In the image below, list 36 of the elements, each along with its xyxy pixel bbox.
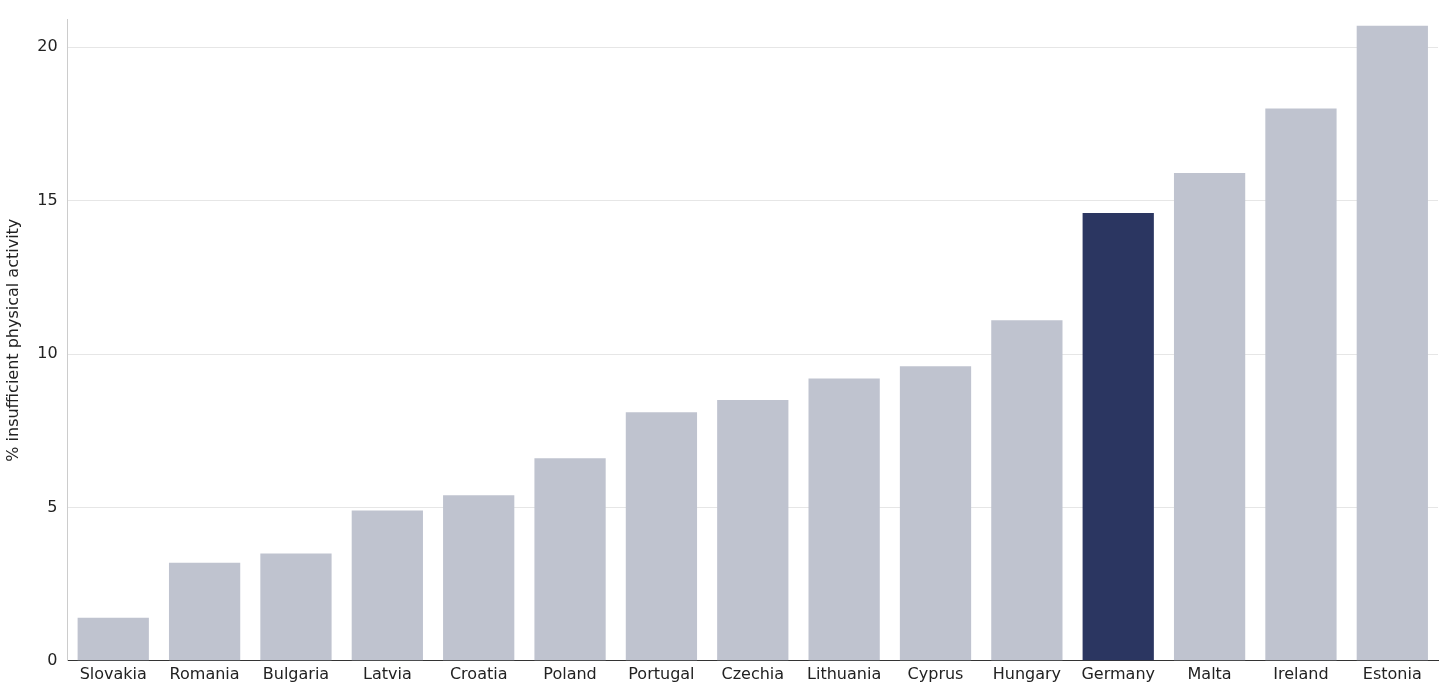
y-tick-label: 15 <box>37 189 58 209</box>
x-tick-label: Estonia <box>1362 663 1422 683</box>
bar <box>260 553 332 661</box>
bar <box>1265 108 1337 661</box>
x-tick-label: Germany <box>1081 663 1155 683</box>
x-tick-label: Slovakia <box>79 663 147 683</box>
bar <box>1173 173 1246 661</box>
bar <box>77 617 149 661</box>
bar <box>808 378 880 661</box>
x-tick-label: Poland <box>543 663 597 683</box>
bar <box>625 412 698 661</box>
bar <box>991 320 1063 661</box>
y-tick-label: 20 <box>37 36 58 56</box>
x-tick-label: Romania <box>169 663 240 683</box>
x-tick-label: Czechia <box>721 663 785 683</box>
x-tick-label: Croatia <box>449 663 508 683</box>
bar <box>534 458 606 661</box>
bar <box>717 400 789 661</box>
bar <box>168 562 241 661</box>
x-tick-label: Hungary <box>992 663 1062 683</box>
bar <box>1082 212 1154 661</box>
bar <box>899 366 972 661</box>
x-tick-label: Portugal <box>628 663 695 683</box>
y-tick-label: 0 <box>47 649 58 669</box>
y-axis-title: % insufficient physical activity <box>2 218 22 462</box>
bar <box>1356 25 1428 661</box>
x-tick-label: Ireland <box>1273 663 1329 683</box>
y-tick-label: 10 <box>37 343 58 363</box>
x-tick-label: Malta <box>1187 663 1232 683</box>
y-tick-label: 5 <box>47 496 58 516</box>
x-tick-label: Bulgaria <box>262 663 330 683</box>
x-tick-label: Cyprus <box>907 663 964 683</box>
x-tick-label: Lithuania <box>807 663 882 683</box>
bar <box>351 510 423 661</box>
bar <box>443 495 515 661</box>
x-tick-label: Latvia <box>362 663 412 683</box>
